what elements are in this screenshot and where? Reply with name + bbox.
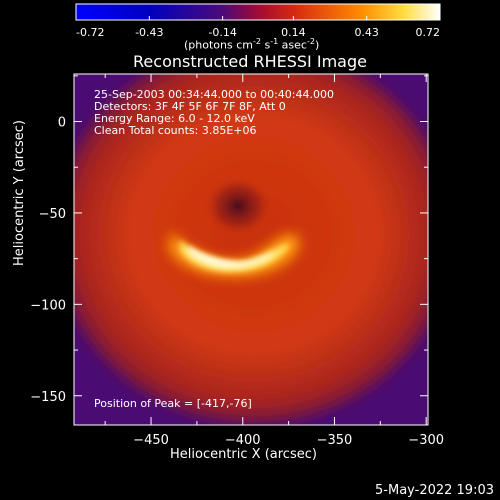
colorbar-tick-label: -0.14 (208, 26, 236, 39)
info-time-range: 25-Sep-2003 00:34:44.000 to 00:40:44.000 (94, 88, 334, 101)
colorbar-tick-label: 0.43 (354, 26, 379, 39)
plot-frame (73, 73, 429, 426)
chart-title: Reconstructed RHESSI Image (133, 52, 367, 71)
x-tick-label: −450 (133, 433, 169, 448)
colorbar-tick-label: -0.43 (135, 26, 163, 39)
x-tick-label: −350 (317, 433, 353, 448)
colorbar-tick-label: 0.14 (281, 26, 306, 39)
colorbar-units: (photons cm-2 s-1 asec-2) (184, 37, 320, 52)
y-tick-label: −100 (30, 298, 66, 313)
colorbar-tick-label: -0.72 (76, 26, 104, 39)
info-energy-range: Energy Range: 6.0 - 12.0 keV (94, 112, 255, 125)
y-tick-label: 0 (58, 116, 66, 131)
colorbar-gradient (75, 3, 441, 21)
y-tick-label: −150 (30, 390, 66, 405)
x-axis-label: Heliocentric X (arcsec) (170, 447, 317, 462)
info-detectors: Detectors: 3F 4F 5F 6F 7F 8F, Att 0 (94, 100, 286, 113)
x-tick-label: −300 (408, 433, 444, 448)
heatmap-image (74, 74, 428, 425)
y-axis-label: Heliocentric Y (arcsec) (12, 120, 27, 266)
y-tick-label: −50 (39, 207, 66, 222)
info-clean-counts: Clean Total counts: 3.85E+06 (94, 124, 257, 137)
footer-timestamp: 5-May-2022 19:03 (375, 483, 494, 498)
x-tick-label: −400 (225, 433, 261, 448)
colorbar-tick-label: 0.72 (416, 26, 441, 39)
info-peak-position: Position of Peak = [-417,-76] (94, 397, 252, 410)
